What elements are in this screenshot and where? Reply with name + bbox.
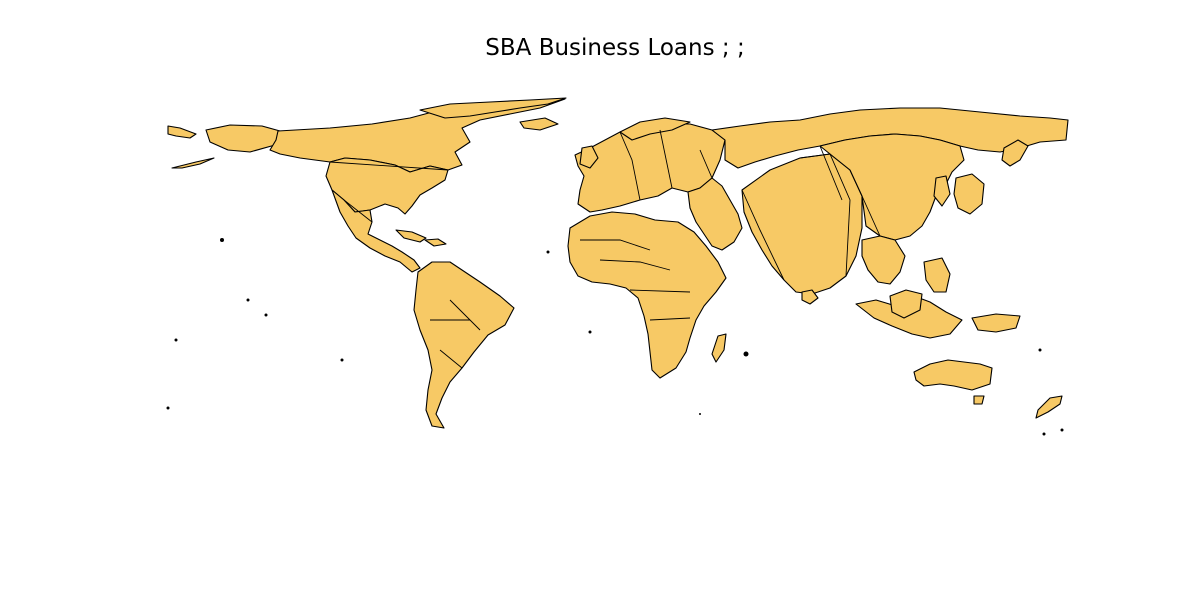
land-canada: [269, 98, 566, 173]
land-middle-east: [687, 177, 743, 251]
land-scandinavia: [619, 117, 691, 141]
island-dot: [174, 338, 178, 342]
land-philippines: [923, 257, 951, 293]
island-dot: [264, 313, 268, 317]
island-dot: [588, 330, 592, 334]
minor-islands: [166, 238, 1064, 436]
land-new-guinea: [971, 313, 1021, 333]
land-cuba: [395, 229, 427, 243]
island-dot: [246, 298, 250, 302]
island-dot: [166, 406, 170, 410]
land-new-zealand: [1035, 395, 1063, 419]
land-alaska: [167, 125, 197, 139]
island-dot: [1060, 428, 1064, 432]
land-russia: [711, 107, 1069, 169]
land-south-america: [413, 261, 515, 429]
island-dot: [1042, 432, 1046, 436]
land-taiwan: [933, 175, 951, 207]
land-mexico: [331, 189, 421, 273]
border-lines: [329, 129, 881, 369]
island-dot: [220, 238, 224, 242]
land-borneo: [889, 289, 923, 319]
land-india: [741, 153, 863, 295]
land-korea: [953, 173, 985, 215]
island-dot: [699, 413, 701, 415]
land-southeast-asia: [861, 235, 906, 285]
island-dot: [546, 250, 550, 254]
land-japan: [1001, 139, 1029, 167]
island-dot: [743, 351, 749, 357]
map-title: SBA Business Loans ; ;: [485, 35, 745, 61]
land-africa: [567, 211, 727, 379]
land-uk: [579, 145, 599, 169]
land-alaska-west: [205, 124, 281, 153]
land-aleutians: [171, 157, 215, 169]
land-greenland: [419, 97, 567, 119]
island-dot: [1038, 348, 1042, 352]
land-caribbean: [424, 238, 447, 247]
island-dot: [340, 358, 344, 362]
land-tasmania: [973, 395, 985, 405]
land-sri-lanka: [801, 289, 819, 305]
land-madagascar: [711, 333, 727, 363]
land-canada-island: [519, 117, 559, 131]
land-australia: [913, 359, 993, 391]
